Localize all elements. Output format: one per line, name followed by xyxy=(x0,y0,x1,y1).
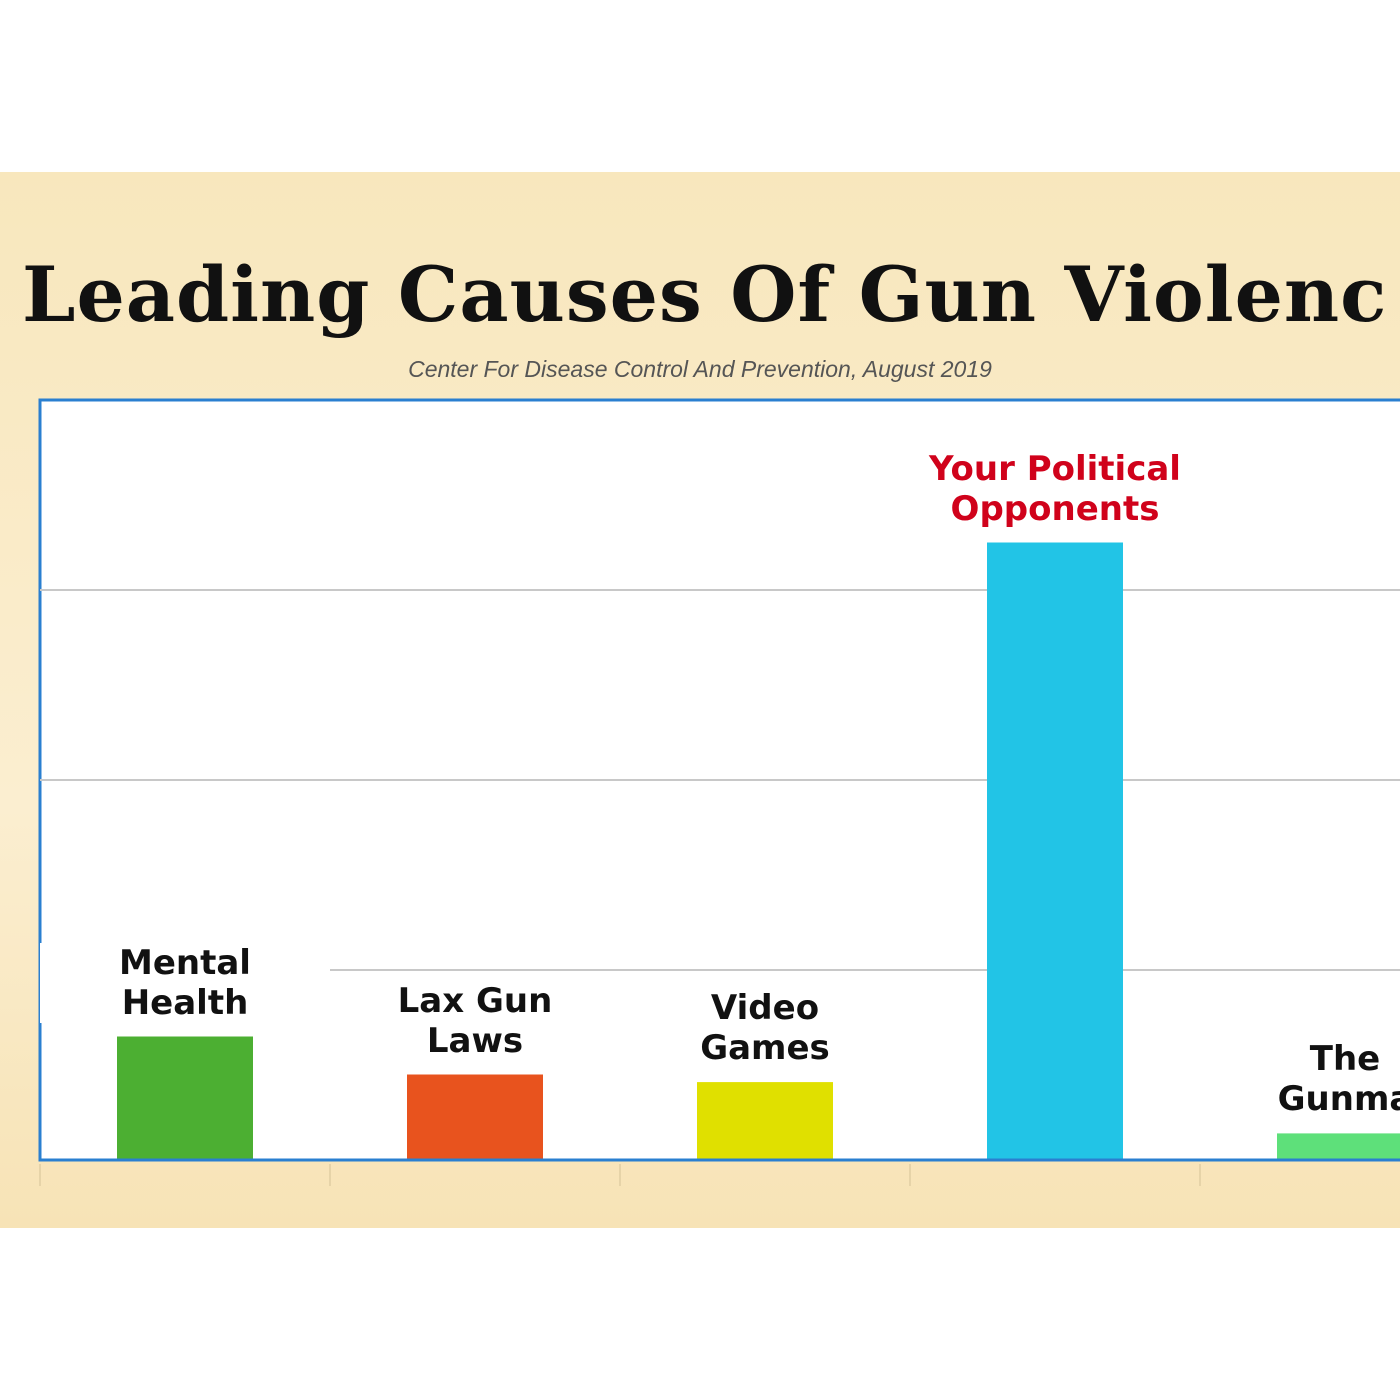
bar xyxy=(407,1074,543,1160)
bar xyxy=(987,542,1123,1160)
bar xyxy=(697,1082,833,1160)
chart-subtitle: Center For Disease Control And Preventio… xyxy=(408,356,992,382)
category-label: The Gunma xyxy=(1277,1039,1400,1120)
category-label: Video Games xyxy=(700,988,830,1069)
category-label: Your Political Opponents xyxy=(929,448,1181,529)
category-label: Lax Gun Laws xyxy=(397,980,553,1061)
bar xyxy=(1277,1133,1400,1160)
chart-title: Leading Causes Of Gun Violenc xyxy=(22,250,1388,339)
category-label: Mental Health xyxy=(40,942,330,1023)
bar xyxy=(117,1036,253,1160)
